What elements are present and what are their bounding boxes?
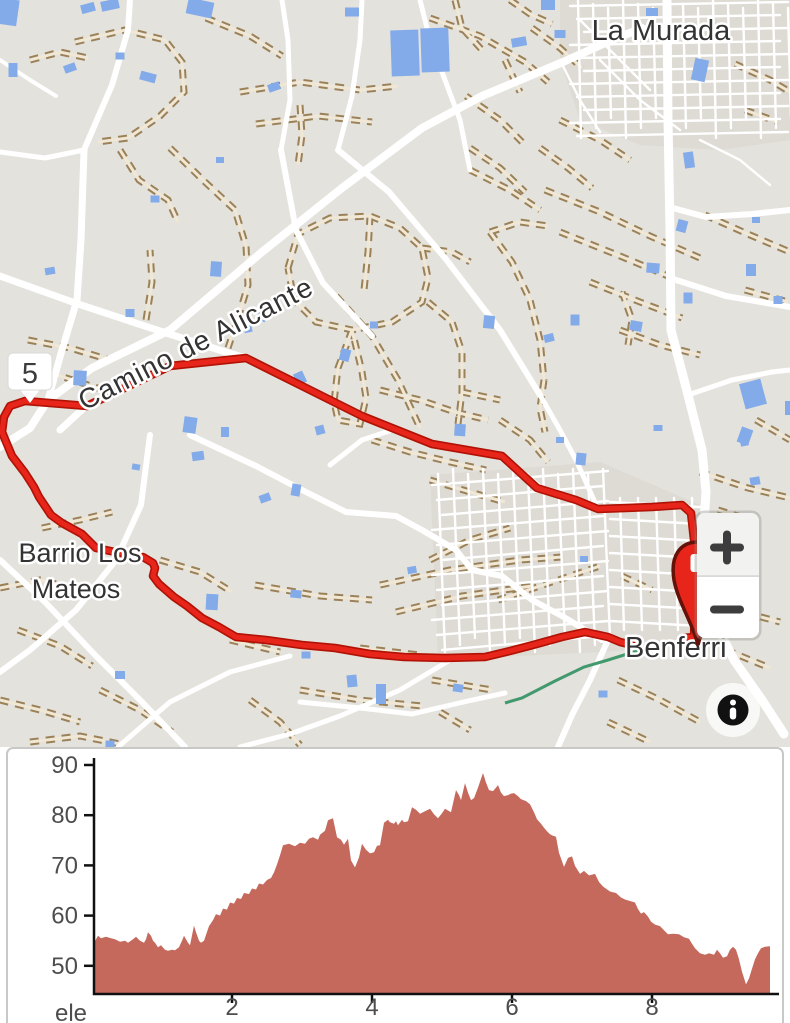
svg-text:70: 70 [51,852,78,879]
svg-text:Barrio Los: Barrio Los [18,538,141,568]
svg-text:5: 5 [22,358,38,390]
svg-text:4: 4 [365,994,378,1021]
svg-text:6: 6 [505,994,518,1021]
svg-text:La Murada: La Murada [592,15,732,47]
svg-text:50: 50 [51,953,78,980]
svg-text:Benferri: Benferri [625,632,727,664]
svg-text:60: 60 [51,903,78,930]
svg-text:2: 2 [225,994,238,1021]
svg-text:80: 80 [51,802,78,829]
svg-text:Mateos: Mateos [32,574,121,604]
svg-text:ele: ele [55,1000,87,1023]
svg-text:90: 90 [51,752,78,779]
svg-text:8: 8 [645,994,658,1021]
